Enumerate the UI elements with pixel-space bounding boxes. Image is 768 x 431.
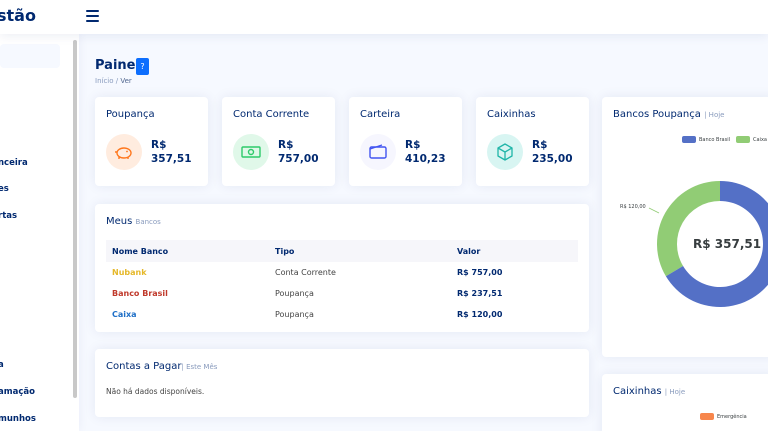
card-caixinhas: Caixinhas R$ 235,00 bbox=[476, 97, 589, 186]
breadcrumb-separator: / bbox=[115, 77, 119, 85]
card-title: Contas a Pagar| Este Mês bbox=[106, 361, 218, 372]
chart-legend: Banco Brasil Caixa bbox=[682, 136, 767, 143]
annotation-leader bbox=[648, 207, 660, 214]
bank-type: Poupança bbox=[275, 310, 314, 319]
app-logo[interactable]: stão bbox=[0, 6, 36, 25]
banks-table: Nome Banco Tipo Valor Nubank Conta Corre… bbox=[106, 240, 578, 325]
donut-slice-caixa[interactable] bbox=[657, 181, 720, 277]
sidebar-item-financeira[interactable]: nceira bbox=[0, 158, 28, 168]
sidebar-item-cartas[interactable]: rtas bbox=[0, 211, 18, 221]
bank-name: Nubank bbox=[112, 268, 147, 277]
card-carteira: Carteira R$ 410,23 bbox=[349, 97, 462, 186]
legend-swatch bbox=[736, 136, 750, 143]
chart-center-label: R$ 357,51 bbox=[693, 237, 762, 251]
sidebar-item-es[interactable]: es bbox=[0, 184, 9, 194]
column-header: Valor bbox=[451, 240, 578, 262]
card-value: R$ 235,00 bbox=[532, 139, 573, 165]
table-row[interactable]: Nubank Conta Corrente R$ 757,00 bbox=[106, 262, 578, 283]
card-value: R$ 757,00 bbox=[278, 139, 319, 165]
card-bancos-poupanca: Bancos Poupança | Hoje Banco Brasil Caix… bbox=[602, 97, 768, 357]
top-header: stão bbox=[0, 0, 768, 34]
donut-slice-banco-brasil[interactable] bbox=[665, 181, 768, 307]
card-contas-a-pagar: Contas a Pagar| Este Mês Não há dados di… bbox=[95, 349, 589, 417]
legend-swatch bbox=[700, 413, 714, 420]
legend-label[interactable]: Emergência bbox=[717, 413, 747, 420]
table-row[interactable]: Banco Brasil Poupança R$ 237,51 bbox=[106, 283, 578, 304]
card-meus-bancos: Meus Bancos Nome Banco Tipo Valor Nubank… bbox=[95, 204, 589, 332]
card-value: R$ 410,23 bbox=[405, 139, 446, 165]
chart-legend: Emergência bbox=[700, 413, 747, 420]
bank-type: Conta Corrente bbox=[275, 268, 336, 277]
card-title: Poupança bbox=[106, 109, 155, 120]
sidebar-item-a[interactable]: a bbox=[0, 360, 4, 370]
bank-value: R$ 120,00 bbox=[457, 310, 503, 319]
breadcrumb-home[interactable]: Início bbox=[95, 77, 114, 85]
sidebar-item-testemunhos[interactable]: munhos bbox=[0, 414, 36, 424]
breadcrumb-current: Ver bbox=[120, 77, 132, 85]
sidebar-item-reclamacao[interactable]: amação bbox=[0, 387, 35, 397]
card-title: Caixinhas | Hoje bbox=[613, 386, 686, 397]
bank-value: R$ 237,51 bbox=[457, 289, 503, 298]
card-caixinhas-chart: Caixinhas | Hoje Emergência bbox=[602, 374, 768, 431]
box-icon bbox=[487, 134, 523, 170]
table-header-row: Nome Banco Tipo Valor bbox=[106, 240, 578, 262]
help-button[interactable]: ? bbox=[136, 58, 149, 75]
piggy-bank-icon bbox=[106, 134, 142, 170]
sidebar-item-active[interactable] bbox=[0, 44, 60, 68]
column-header: Nome Banco bbox=[106, 240, 269, 262]
cash-icon bbox=[233, 134, 269, 170]
card-poupanca: Poupança R$ 357,51 bbox=[95, 97, 208, 186]
menu-toggle-icon[interactable] bbox=[86, 10, 99, 22]
empty-state-text: Não há dados disponíveis. bbox=[106, 387, 205, 396]
card-title: Conta Corrente bbox=[233, 109, 310, 120]
wallet-icon bbox=[360, 134, 396, 170]
table-row[interactable]: Caixa Poupança R$ 120,00 bbox=[106, 304, 578, 325]
chart-annotation: R$ 120,00 bbox=[620, 204, 646, 210]
bank-name: Caixa bbox=[112, 310, 137, 319]
card-title: Meus Bancos bbox=[106, 216, 161, 227]
bank-type: Poupança bbox=[275, 289, 314, 298]
donut-chart bbox=[648, 181, 768, 307]
card-title: Carteira bbox=[360, 109, 401, 120]
bank-name: Banco Brasil bbox=[112, 289, 168, 298]
legend-swatch bbox=[682, 136, 696, 143]
column-header: Tipo bbox=[269, 240, 451, 262]
page-title: Painel bbox=[95, 58, 140, 73]
legend-label[interactable]: Caixa bbox=[753, 136, 767, 143]
card-conta-corrente: Conta Corrente R$ 757,00 bbox=[222, 97, 335, 186]
sidebar-scrollbar[interactable] bbox=[73, 40, 77, 398]
sidebar: nceira es rtas a amação munhos bbox=[0, 34, 79, 431]
card-value: R$ 357,51 bbox=[151, 139, 192, 165]
bank-value: R$ 757,00 bbox=[457, 268, 503, 277]
card-title: Bancos Poupança | Hoje bbox=[613, 109, 725, 120]
breadcrumb: Início / Ver bbox=[95, 77, 132, 85]
card-title: Caixinhas bbox=[487, 109, 536, 120]
legend-label[interactable]: Banco Brasil bbox=[699, 136, 730, 143]
